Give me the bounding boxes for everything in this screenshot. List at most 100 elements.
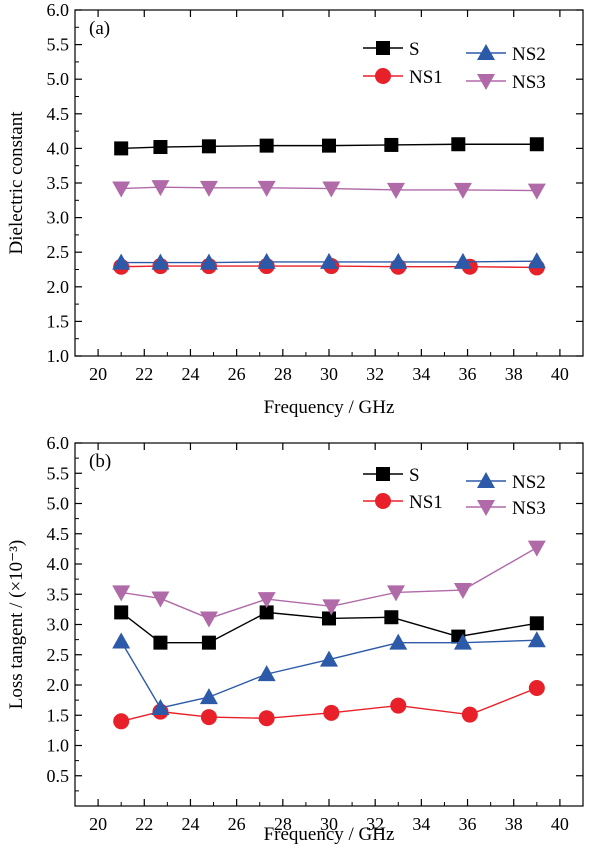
legend-marker-ns1 — [375, 493, 391, 509]
data-point-ns1 — [461, 706, 478, 723]
x-tick-label: 36 — [459, 814, 477, 834]
x-tick-label: 40 — [551, 364, 569, 384]
series-s — [114, 605, 544, 650]
data-point-s — [322, 138, 336, 153]
y-tick-label: 1.0 — [47, 736, 70, 756]
legend-marker-ns2 — [477, 44, 495, 60]
legend-label: S — [409, 39, 420, 60]
y-tick-label: 6.0 — [47, 0, 70, 20]
data-point-ns3 — [527, 540, 546, 557]
data-point-ns3 — [257, 592, 276, 609]
y-tick-label: 5.5 — [47, 463, 70, 483]
series-line-ns3 — [121, 186, 537, 192]
chart-panel-a: 20 22 24 26 28 30 32 34 36 38 40 1.0 1.5 2.0 2.5 3.0 3.5… — [6, 0, 584, 418]
y-tick-label: 3.5 — [47, 173, 70, 193]
data-point-ns3 — [112, 585, 131, 602]
x-tick-label: 20 — [89, 364, 107, 384]
y-tick-label: 4.0 — [47, 554, 70, 574]
legend-item-ns2: NS2 — [466, 472, 546, 493]
legend-label: NS1 — [409, 492, 443, 513]
x-axis-label: Frequency / GHz — [264, 397, 395, 418]
data-point-ns2 — [112, 253, 131, 270]
data-point-ns3 — [199, 180, 218, 197]
data-point-ns2 — [199, 253, 218, 270]
legend-item-s: S — [363, 39, 420, 60]
data-point-s — [259, 605, 274, 620]
x-tick-label: 22 — [135, 364, 153, 384]
y-tick-label: 4.5 — [47, 104, 70, 124]
legend-marker-ns3 — [477, 74, 495, 90]
legend-marker-s — [376, 467, 390, 481]
chart-panel-b: 20 22 24 26 28 30 32 34 36 38 40 0.5 1.0 1.5 2.0 2.5 3.0… — [6, 433, 584, 845]
data-point-ns1 — [390, 697, 407, 714]
legend-item-ns3: NS3 — [466, 72, 546, 93]
legend-item-ns1: NS1 — [363, 67, 443, 88]
series-ns3 — [112, 180, 546, 200]
x-tick-label: 24 — [181, 364, 199, 384]
data-point-ns2 — [453, 633, 472, 650]
x-tick-label: 26 — [228, 364, 246, 384]
y-tick-label: 6.0 — [47, 433, 70, 453]
x-tick-label: 22 — [135, 814, 153, 834]
legend-label: NS3 — [512, 72, 546, 93]
legend-item-ns1: NS1 — [363, 492, 443, 513]
x-tick-label: 32 — [366, 814, 384, 834]
x-tick-label: 28 — [274, 364, 292, 384]
series-line-ns3 — [121, 547, 538, 620]
y-tick-label: 1.5 — [47, 311, 70, 331]
series-line-s — [120, 611, 537, 644]
data-point-ns2 — [320, 252, 338, 269]
data-point-ns3 — [386, 182, 405, 199]
x-tick-label: 24 — [181, 814, 199, 834]
x-tick-label: 30 — [320, 364, 338, 384]
y-tick-label: 2.5 — [47, 645, 70, 665]
data-point-ns2 — [453, 252, 472, 269]
data-point-s — [529, 137, 544, 152]
y-tick-label: 5.0 — [47, 494, 70, 514]
data-point-ns3 — [322, 599, 341, 616]
data-point-ns3 — [453, 182, 472, 199]
series-line-ns2 — [121, 260, 537, 264]
y-tick-label: 2.0 — [47, 277, 70, 297]
series-ns3 — [112, 540, 546, 628]
data-point-ns3 — [112, 181, 131, 198]
legend-label: NS2 — [512, 44, 546, 65]
data-point-ns3 — [322, 181, 341, 198]
data-point-ns3 — [257, 180, 276, 197]
legend-marker-ns1 — [375, 68, 391, 84]
x-tick-label: 38 — [505, 814, 523, 834]
x-axis-label: Frequency / GHz — [264, 824, 395, 845]
y-tick-label: 4.0 — [47, 138, 70, 158]
panel-label: (a) — [89, 18, 110, 39]
y-tick-label: 3.0 — [47, 615, 70, 635]
data-point-ns2 — [527, 631, 546, 648]
x-tick-label: 26 — [228, 814, 246, 834]
series-line-s — [121, 143, 537, 150]
legend-item-s: S — [363, 465, 420, 486]
x-tick-label: 34 — [412, 364, 430, 384]
data-point-s — [322, 611, 336, 626]
x-tick-label: 36 — [459, 364, 477, 384]
legend-marker-s — [376, 41, 390, 55]
data-point-ns2 — [151, 253, 170, 270]
data-point-ns3 — [199, 611, 218, 628]
y-tick-label: 3.5 — [47, 584, 70, 604]
data-point-ns1 — [528, 680, 545, 697]
x-tick-label: 28 — [274, 814, 292, 834]
data-point-ns2 — [389, 252, 408, 269]
series-line-ns2 — [120, 639, 537, 709]
x-tick-label: 30 — [320, 814, 338, 834]
series-ns2 — [112, 631, 546, 715]
data-point-s — [384, 137, 399, 152]
y-tick-label: 5.5 — [47, 35, 70, 55]
data-point-ns2 — [257, 665, 276, 682]
data-point-s — [529, 616, 544, 631]
data-point-s — [114, 141, 129, 156]
y-tick-label: 1.0 — [47, 346, 70, 366]
y-tick-label: 0.5 — [47, 766, 70, 786]
data-point-ns1 — [113, 713, 130, 730]
x-tick-label: 20 — [89, 814, 107, 834]
data-point-ns2 — [151, 698, 170, 715]
data-point-s — [451, 137, 466, 152]
